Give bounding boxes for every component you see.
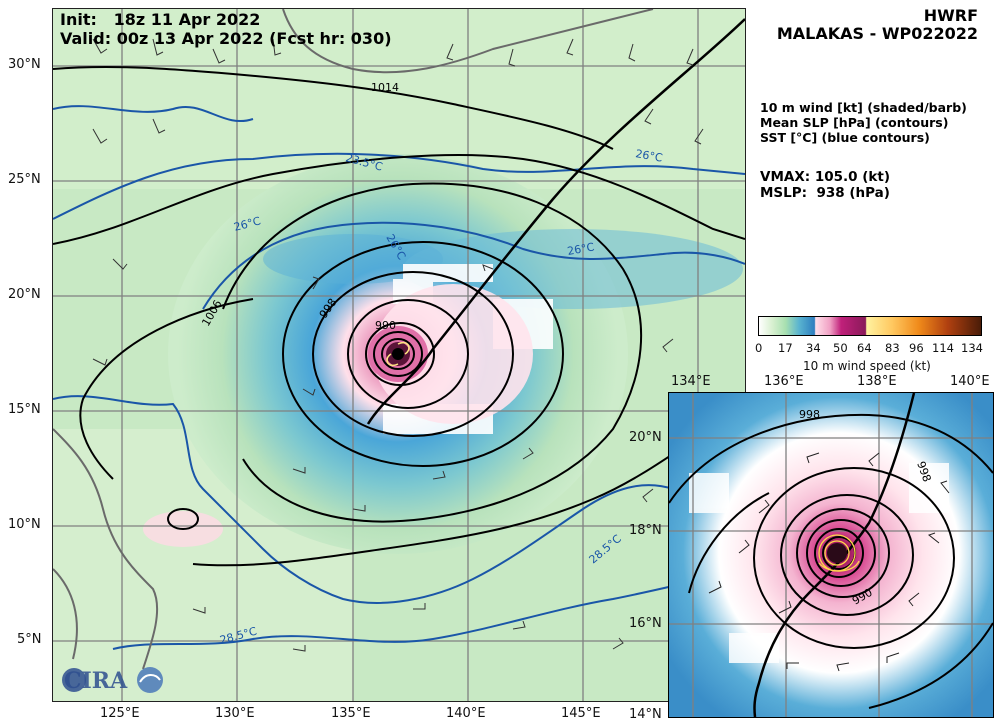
wind-colorbar bbox=[758, 316, 982, 336]
inset-map[interactable]: 998 990 998 bbox=[668, 392, 994, 718]
inset-lat-tick-18: 18°N bbox=[629, 523, 662, 538]
cira-logo-text: CIRA bbox=[64, 668, 128, 694]
inset-lat-tick-20: 20°N bbox=[629, 430, 662, 445]
contour-label-990: 990 bbox=[375, 319, 396, 332]
inset-lon-tick-134: 134°E bbox=[671, 374, 711, 389]
colorbar-tick-0: 0 bbox=[755, 341, 763, 355]
colorbar-tick-114: 114 bbox=[932, 341, 954, 355]
legend-slp-label: Mean SLP [hPa] (contours) bbox=[760, 115, 949, 130]
colorbar-title: 10 m wind speed (kt) bbox=[803, 359, 931, 373]
sst-label-26d: 26°C bbox=[634, 147, 663, 165]
storm-center-icon bbox=[386, 342, 410, 366]
main-map-svg: 1014 1006 998 990 26°C 23.5°C 26°C 26°C … bbox=[53, 9, 745, 701]
grid-lines bbox=[53, 9, 745, 701]
lon-tick-145: 145°E bbox=[561, 706, 601, 721]
legend-sst-label: SST [°C] (blue contours) bbox=[760, 130, 930, 145]
storm-title: MALAKAS - WP022022 bbox=[776, 24, 978, 43]
colorbar-tick-50: 50 bbox=[833, 341, 848, 355]
inset-contour-label-998: 998 bbox=[799, 408, 820, 421]
lat-tick-25: 25°N bbox=[8, 172, 41, 187]
contour-label-1014: 1014 bbox=[371, 81, 399, 94]
init-time-label: Init: 18z 11 Apr 2022 bbox=[60, 10, 261, 29]
mslp-value: MSLP: 938 (hPa) bbox=[760, 185, 890, 201]
main-map[interactable]: 1014 1006 998 990 26°C 23.5°C 26°C 26°C … bbox=[52, 8, 746, 702]
inset-lon-tick-138: 138°E bbox=[857, 374, 897, 389]
wind-barbs bbox=[92, 38, 704, 652]
lat-tick-20: 20°N bbox=[8, 287, 41, 302]
colorbar-tick-34: 34 bbox=[806, 341, 821, 355]
lat-tick-30: 30°N bbox=[8, 57, 41, 72]
inset-lon-tick-136: 136°E bbox=[764, 374, 804, 389]
lon-tick-125: 125°E bbox=[100, 706, 140, 721]
inset-lat-tick-16: 16°N bbox=[629, 616, 662, 631]
lon-tick-140: 140°E bbox=[446, 706, 486, 721]
colorbar-tick-64: 64 bbox=[857, 341, 872, 355]
lon-tick-130: 130°E bbox=[215, 706, 255, 721]
vmax-value: VMAX: 105.0 (kt) bbox=[760, 169, 891, 185]
colorbar-tick-134: 134 bbox=[961, 341, 983, 355]
model-title: HWRF bbox=[923, 6, 978, 25]
inset-lat-tick-14: 14°N bbox=[629, 707, 662, 722]
sst-contours bbox=[53, 105, 745, 650]
lat-tick-5: 5°N bbox=[17, 632, 42, 647]
colorbar-tick-17: 17 bbox=[778, 341, 793, 355]
inset-map-svg: 998 990 998 bbox=[669, 393, 993, 717]
forecast-track bbox=[366, 18, 745, 425]
sst-label-26c: 26°C bbox=[566, 240, 595, 258]
lat-tick-10: 10°N bbox=[8, 517, 41, 532]
legend-wind-label: 10 m wind [kt] (shaded/barb) bbox=[760, 100, 967, 115]
inset-lon-tick-140: 140°E bbox=[950, 374, 990, 389]
colorbar-tick-96: 96 bbox=[909, 341, 924, 355]
lat-tick-15: 15°N bbox=[8, 402, 41, 417]
coastlines bbox=[53, 9, 654, 670]
colorbar-tick-83: 83 bbox=[885, 341, 900, 355]
lon-tick-135: 135°E bbox=[331, 706, 371, 721]
valid-time-label: Valid: 00z 13 Apr 2022 (Fcst hr: 030) bbox=[60, 29, 392, 48]
cira-logo: CIRA bbox=[60, 664, 170, 696]
